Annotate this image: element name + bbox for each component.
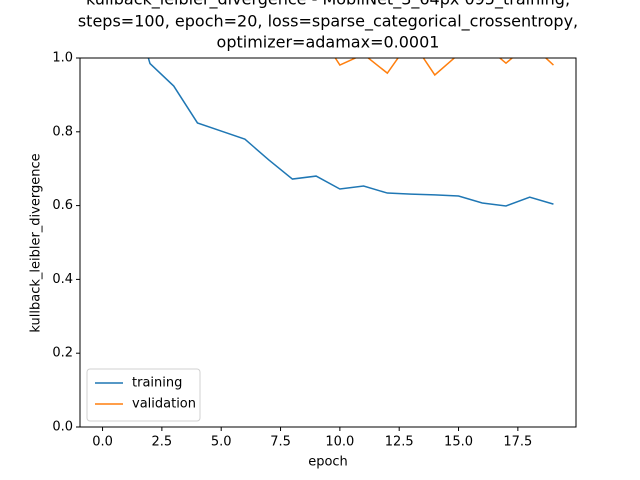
- y-tick-label: 0.2: [52, 346, 73, 361]
- y-tick-label: 0.0: [52, 420, 73, 435]
- x-tick-label: 12.5: [385, 435, 414, 450]
- y-tick-label: 0.6: [52, 198, 73, 213]
- x-tick-label: 2.5: [152, 435, 173, 450]
- y-axis-label: kullback_leibler_divergence: [29, 153, 44, 332]
- x-tick-label: 5.0: [211, 435, 232, 450]
- y-tick-label: 0.4: [52, 272, 73, 287]
- x-tick-label: 10.0: [325, 435, 354, 450]
- x-tick-label: 0.0: [92, 435, 113, 450]
- axes-frame: [79, 57, 577, 428]
- chart-title: steps=100, epoch=20, loss=sparse_categor…: [78, 12, 578, 32]
- y-tick-label: 1.0: [52, 51, 73, 66]
- legend-box: [86, 368, 201, 422]
- y-tick-label: 0.8: [52, 124, 73, 139]
- plot-area: [147, 58, 554, 207]
- legend-label: validation: [132, 397, 196, 412]
- chart-title: optimizer=adamax=0.0001: [217, 33, 440, 52]
- x-tick-label: 15.0: [444, 435, 473, 450]
- data-line: [147, 58, 554, 207]
- x-axis-label: epoch: [308, 455, 348, 470]
- x-tick-label: 17.5: [503, 435, 532, 450]
- chart-title: kullback_leibler_divergence - MobilNet_3…: [86, 0, 570, 10]
- x-tick-label: 7.5: [270, 435, 291, 450]
- legend-label: training: [132, 376, 182, 391]
